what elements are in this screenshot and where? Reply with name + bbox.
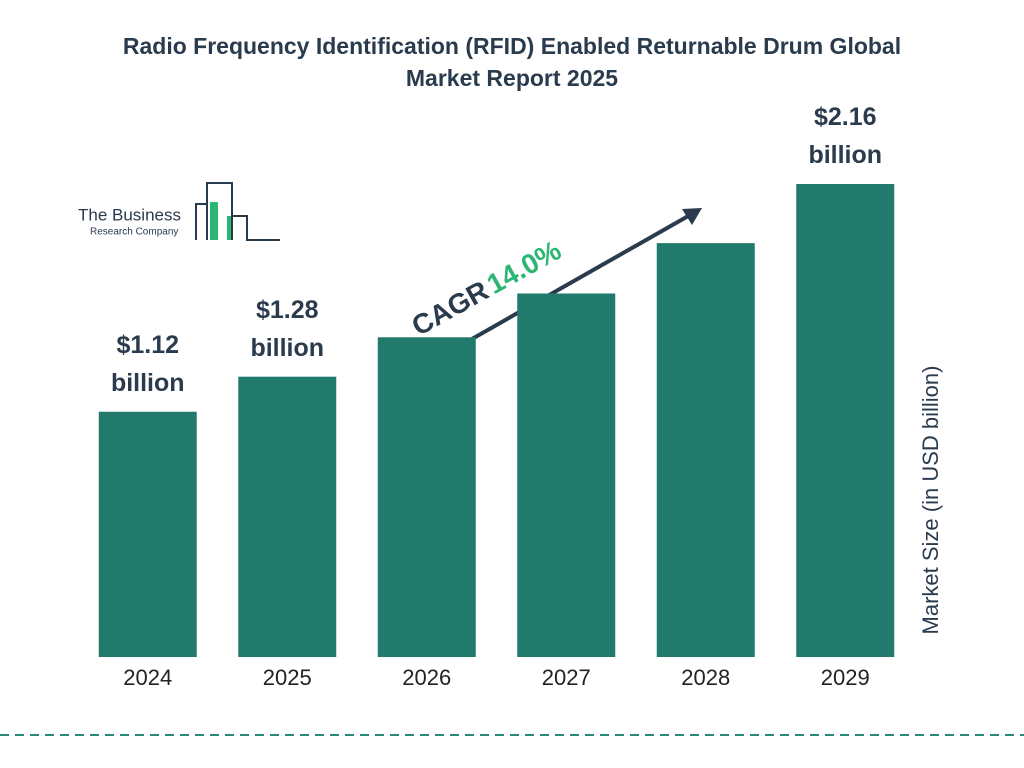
- bar: [377, 337, 476, 657]
- annotation-text: CAGR: [406, 275, 493, 342]
- x-tick-label: 2027: [542, 665, 591, 690]
- bar: [796, 184, 895, 657]
- logo-shape: [210, 202, 218, 240]
- annotation-value: 14.0%: [482, 234, 567, 300]
- bar: [656, 243, 755, 657]
- bar: [517, 293, 616, 657]
- value-label: $1.28 billion: [250, 295, 325, 362]
- x-tick-label: 2025: [263, 665, 312, 690]
- x-tick-label: 2024: [123, 665, 172, 690]
- logo-shape: [206, 182, 233, 240]
- chart-title: Radio Frequency Identification (RFID) En…: [122, 33, 902, 91]
- value-label: $1.12 billion: [110, 330, 185, 397]
- logo-text: The Business: [78, 205, 181, 224]
- arrow-head: [682, 208, 702, 225]
- x-tick-label: 2026: [402, 665, 451, 690]
- bar: [98, 411, 197, 657]
- bar: [238, 376, 337, 657]
- value-label: $2.16 billion: [808, 103, 883, 169]
- logo-shape: [231, 215, 280, 241]
- logo-shape: [227, 216, 233, 240]
- logo-shape: [195, 203, 208, 240]
- logo: The Business Research Company: [78, 182, 280, 241]
- y-axis-label: Market Size (in USD billion): [918, 366, 943, 635]
- x-tick-label: 2029: [821, 665, 870, 690]
- logo-text: Research Company: [90, 227, 178, 238]
- x-tick-label: 2028: [681, 665, 730, 690]
